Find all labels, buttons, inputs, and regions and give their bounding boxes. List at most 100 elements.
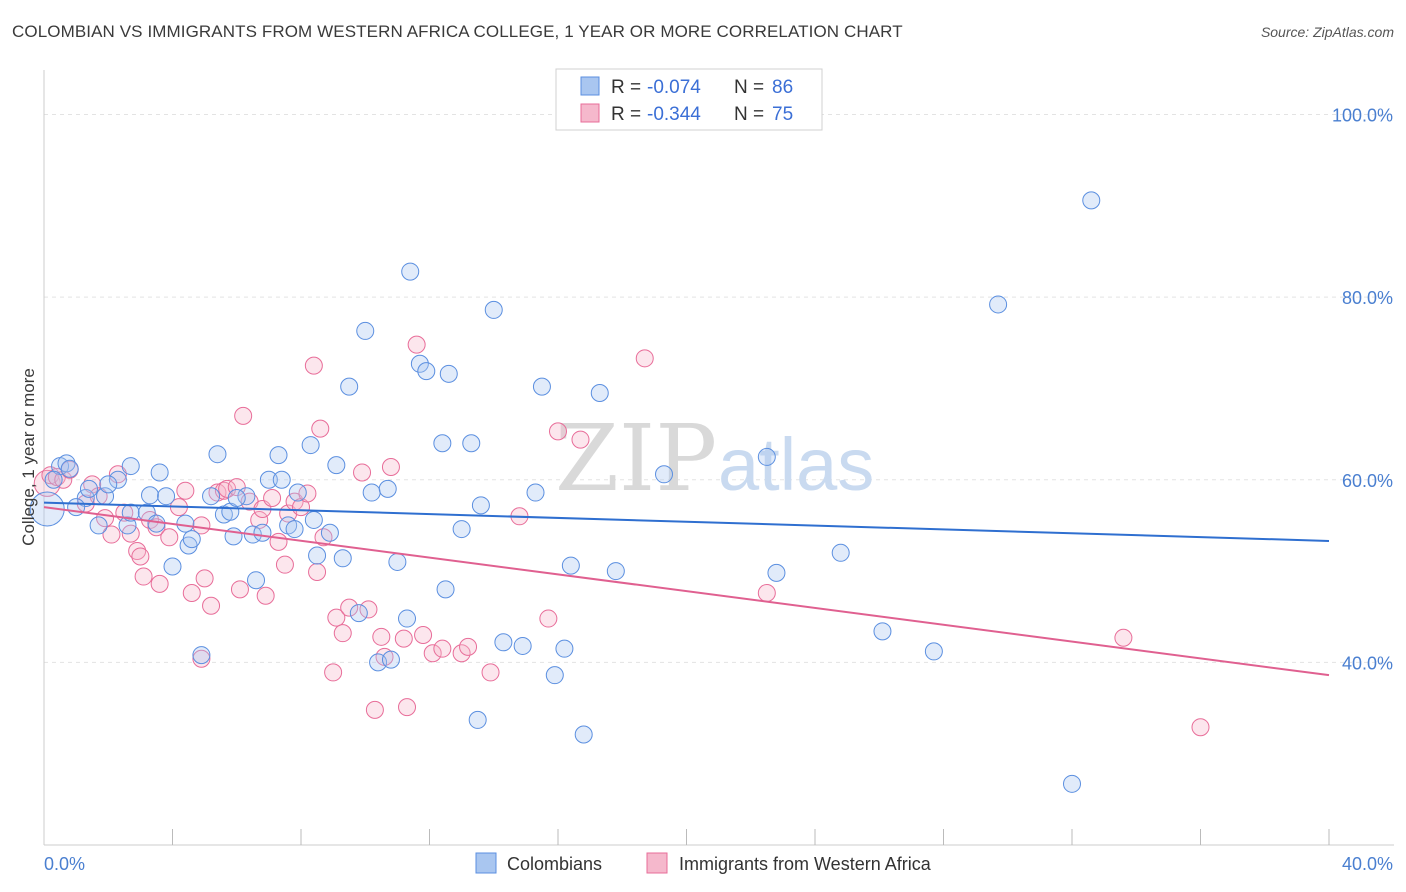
immigrants-point bbox=[635, 349, 654, 368]
legend-n-label-1: N = bbox=[734, 104, 764, 125]
colombians-point bbox=[462, 434, 481, 453]
immigrants-point bbox=[314, 528, 333, 547]
immigrants-point bbox=[1114, 628, 1133, 647]
colombians-point bbox=[532, 377, 551, 396]
colombians-point bbox=[1082, 191, 1101, 210]
colombians-point bbox=[60, 459, 79, 478]
colombians-point bbox=[590, 384, 609, 403]
immigrants-point bbox=[414, 625, 433, 644]
bottom-legend-label-immigrants[interactable]: Immigrants from Western Africa bbox=[679, 854, 932, 874]
colombians-point bbox=[340, 377, 359, 396]
colombians-point bbox=[247, 571, 266, 590]
immigrants-point bbox=[298, 484, 317, 503]
colombians-point bbox=[208, 445, 227, 464]
colombians-point bbox=[555, 639, 574, 658]
colombians-point bbox=[1063, 774, 1081, 793]
colombians-point bbox=[308, 546, 327, 565]
immigrants-point bbox=[423, 644, 442, 663]
colombians-point bbox=[150, 463, 169, 482]
bottom-legend: Colombians Immigrants from Western Afric… bbox=[475, 852, 932, 874]
colombians-point bbox=[433, 434, 452, 453]
bottom-legend-label-colombians[interactable]: Colombians bbox=[507, 854, 602, 874]
colombians-point bbox=[320, 523, 339, 542]
series-immigrants-points bbox=[33, 335, 1210, 737]
watermark-atlas: atlas bbox=[718, 423, 874, 506]
colombians-point bbox=[163, 557, 182, 576]
bottom-legend-swatch-colombians[interactable] bbox=[475, 852, 497, 874]
immigrants-point bbox=[549, 422, 567, 441]
colombians-point bbox=[410, 354, 429, 373]
immigrants-point bbox=[269, 532, 288, 551]
immigrants-point bbox=[571, 430, 590, 449]
immigrants-point bbox=[230, 580, 249, 599]
gridlines bbox=[44, 114, 1394, 663]
legend-r-value-1: -0.344 bbox=[647, 104, 701, 125]
watermark: ZIP atlas bbox=[555, 405, 874, 512]
immigrants-point bbox=[340, 598, 359, 617]
colombians-point bbox=[304, 510, 323, 529]
trend-lines bbox=[43, 501, 1330, 677]
colombians-point bbox=[362, 483, 381, 502]
colombians-point bbox=[378, 479, 397, 498]
colombians-point bbox=[388, 552, 407, 571]
colombians-point bbox=[202, 487, 221, 506]
colombians-point bbox=[327, 456, 346, 475]
colombians-point bbox=[873, 622, 892, 641]
colombians-point bbox=[561, 556, 580, 575]
colombians-point bbox=[767, 563, 786, 582]
colombians-point bbox=[121, 457, 140, 476]
colombians-point bbox=[471, 496, 490, 515]
colombians-point bbox=[57, 454, 76, 473]
y-tick-labels: 100.0% 80.0% 60.0% 40.0% bbox=[1332, 106, 1393, 674]
legend-r-label-1: R = bbox=[611, 104, 641, 125]
watermark-zip: ZIP bbox=[555, 405, 717, 512]
colombians-point bbox=[349, 604, 368, 623]
colombians-point bbox=[831, 543, 850, 562]
colombians-point bbox=[121, 503, 140, 522]
colombians-point bbox=[574, 725, 593, 744]
immigrants-point bbox=[134, 567, 153, 586]
trend-line-immigrants bbox=[43, 506, 1330, 677]
colombians-point bbox=[272, 470, 291, 489]
immigrants-point bbox=[304, 356, 323, 375]
bottom-legend-swatch-immigrants[interactable] bbox=[646, 852, 668, 874]
legend-r-label-0: R = bbox=[611, 77, 641, 98]
colombians-point bbox=[269, 446, 288, 465]
colombians-point bbox=[439, 364, 458, 383]
legend-n-value-1: 75 bbox=[772, 104, 793, 125]
legend-swatch-immigrants bbox=[580, 103, 600, 123]
colombians-point bbox=[259, 470, 278, 489]
colombians-point bbox=[176, 514, 195, 533]
colombians-point bbox=[989, 295, 1008, 314]
immigrants-point bbox=[333, 624, 352, 643]
immigrants-point bbox=[227, 478, 246, 497]
colombians-point bbox=[417, 362, 436, 381]
legend-swatch-colombians bbox=[580, 76, 600, 96]
immigrants-point bbox=[365, 700, 384, 719]
immigrants-point bbox=[256, 586, 275, 605]
chart-title: COLOMBIAN VS IMMIGRANTS FROM WESTERN AFR… bbox=[12, 22, 903, 41]
immigrants-point bbox=[195, 569, 214, 588]
colombians-point bbox=[526, 483, 545, 502]
colombians-point bbox=[288, 483, 307, 502]
legend-r-value-0: -0.074 bbox=[647, 77, 701, 98]
immigrants-point bbox=[311, 419, 330, 438]
colombians-point bbox=[301, 436, 320, 455]
legend: R = -0.074 N = 86 R = -0.344 N = 75 bbox=[555, 68, 823, 131]
x-tick-label-max: 40.0% bbox=[1342, 854, 1393, 874]
x-tick-label-min: 0.0% bbox=[44, 854, 85, 874]
legend-n-label-0: N = bbox=[734, 77, 764, 98]
colombians-point bbox=[452, 520, 471, 539]
colombians-point bbox=[356, 321, 375, 340]
trend-line-colombians bbox=[43, 501, 1330, 542]
immigrants-point bbox=[353, 463, 372, 482]
immigrants-point bbox=[108, 465, 127, 484]
immigrants-point bbox=[176, 481, 195, 500]
colombians-point bbox=[398, 609, 417, 628]
colombians-point bbox=[227, 489, 246, 508]
x-ticks bbox=[172, 829, 1330, 845]
colombians-point bbox=[253, 523, 272, 542]
colombians-point bbox=[924, 642, 943, 661]
colombians-point bbox=[141, 486, 160, 505]
